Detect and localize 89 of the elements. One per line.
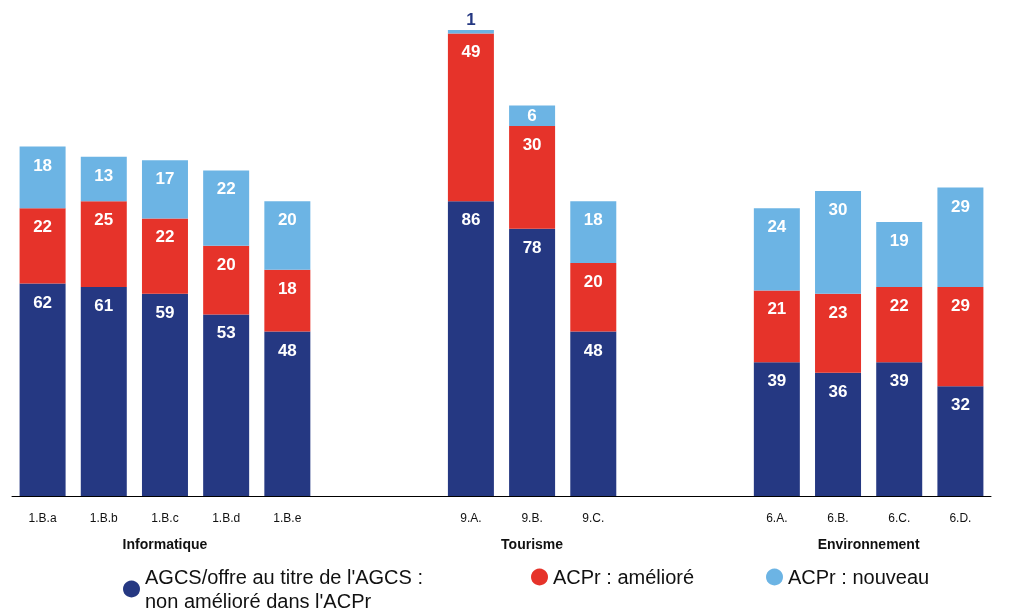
text: Tourisme <box>501 536 564 552</box>
bar <box>264 331 311 496</box>
bar <box>570 201 617 263</box>
data-label: 20 <box>277 210 297 230</box>
data-label: 86 <box>461 210 481 230</box>
bar <box>141 218 188 294</box>
bar <box>937 386 984 496</box>
text: Environnement <box>817 536 920 552</box>
data-label: 6 <box>527 106 537 126</box>
text: Informatique <box>122 536 208 552</box>
legend-label: ACPr : nouveau <box>788 566 930 588</box>
bar <box>509 228 556 496</box>
bar <box>570 263 617 332</box>
data-label: 19 <box>889 230 909 250</box>
data-label: 22 <box>889 295 909 315</box>
data-label: 18 <box>33 155 53 175</box>
data-label: 13 <box>94 165 114 185</box>
bar <box>264 201 311 270</box>
data-label: 22 <box>33 217 53 237</box>
data-label: 62 <box>33 292 53 312</box>
bar <box>80 156 127 202</box>
data-label: 24 <box>767 217 787 237</box>
bar <box>815 191 862 294</box>
data-label: 48 <box>277 340 297 360</box>
data-label: 20 <box>583 272 603 291</box>
bar <box>203 245 250 315</box>
data-label: 22 <box>155 227 175 247</box>
bar <box>937 187 984 287</box>
bar <box>19 283 66 496</box>
x-tick-label: 9.C. <box>582 511 605 525</box>
bar <box>753 290 800 363</box>
bar <box>203 170 250 246</box>
data-label: 39 <box>889 371 909 391</box>
bar <box>570 331 617 496</box>
data-label: 30 <box>522 134 542 154</box>
bar <box>937 286 984 387</box>
x-tick-label: 1.B.a <box>28 511 57 525</box>
bar <box>447 33 494 202</box>
data-label: 23 <box>828 302 848 322</box>
x-tick-label: 6.A. <box>766 511 788 525</box>
bar <box>80 286 127 496</box>
x-tick-label: 1.B.e <box>273 511 302 525</box>
data-label: 29 <box>950 295 970 315</box>
x-tick-label: 6.D. <box>949 511 972 525</box>
bar <box>753 208 800 291</box>
bar <box>141 160 188 219</box>
data-label: 61 <box>94 295 114 315</box>
bar <box>876 286 923 363</box>
data-label: 78 <box>522 237 542 257</box>
bar <box>876 362 923 496</box>
x-tick-label: 6.B. <box>827 511 849 525</box>
bar <box>19 146 66 209</box>
data-label: 18 <box>277 278 297 298</box>
bar <box>141 293 188 496</box>
bar <box>815 372 862 496</box>
bar <box>80 201 127 287</box>
x-tick-label: 1.B.b <box>89 511 119 525</box>
bar <box>509 125 556 229</box>
legend-label: ACPr : amélioré <box>553 566 695 588</box>
data-label: 30 <box>828 200 848 220</box>
data-label: 22 <box>216 179 236 199</box>
data-label: 25 <box>94 210 114 230</box>
data-label: 18 <box>583 210 603 230</box>
data-label: 21 <box>767 299 787 319</box>
data-label: 59 <box>155 302 175 322</box>
bar <box>753 362 800 496</box>
bar <box>19 208 66 284</box>
x-tick-label: 9.A. <box>460 511 482 525</box>
bar <box>509 105 556 126</box>
data-label: 39 <box>767 371 787 391</box>
bar <box>876 221 923 287</box>
x-tick-label: 1.B.d <box>212 511 241 525</box>
legend-label: AGCS/offre au titre de l'AGCS : non amélioré dans l'ACPr <box>145 566 429 612</box>
data-label: 17 <box>155 169 175 189</box>
data-label: 53 <box>216 323 236 343</box>
data-label: 29 <box>950 196 970 216</box>
data-label: 32 <box>950 395 970 415</box>
bar <box>815 293 862 373</box>
data-label: 49 <box>461 42 481 62</box>
x-tick-label: 9.B. <box>521 511 543 525</box>
bar <box>203 314 250 496</box>
x-tick-label: 6.C. <box>888 511 911 525</box>
bar <box>447 201 494 496</box>
bar <box>264 269 311 332</box>
data-label: 48 <box>583 340 603 360</box>
x-tick-label: 1.B.c <box>151 511 179 525</box>
data-label: 20 <box>216 254 236 274</box>
data-label: 36 <box>828 381 848 401</box>
data-label: 1 <box>466 10 476 29</box>
